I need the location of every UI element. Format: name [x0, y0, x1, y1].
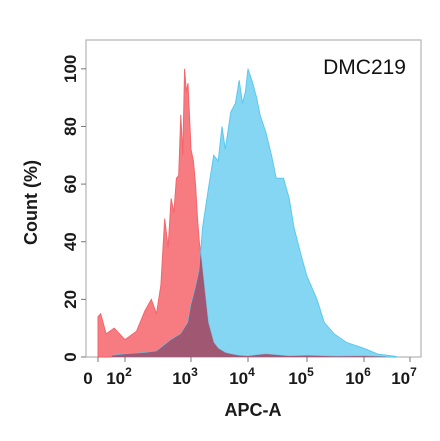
y-tick-label: 80: [61, 117, 80, 136]
x-tick-label: 105: [288, 365, 314, 388]
sample-annotation: DMC219: [323, 56, 406, 79]
y-axis-title: Count (%): [21, 160, 41, 245]
y-axis-ticks: 0 20 40 60 80 100: [61, 55, 86, 362]
x-tick-label: 102: [106, 365, 132, 388]
x-tick-label: 103: [172, 365, 198, 388]
x-tick-label: 107: [391, 365, 417, 388]
x-axis-title: APC-A: [225, 400, 282, 420]
x-tick-label: 0: [83, 369, 92, 388]
y-tick-label: 40: [61, 232, 80, 251]
y-tick-label: 100: [61, 55, 80, 83]
y-tick-label: 0: [61, 352, 80, 361]
x-tick-label: 104: [229, 365, 255, 388]
x-tick-label: 106: [345, 365, 371, 388]
series-layer: [97, 68, 397, 358]
y-tick-label: 60: [61, 175, 80, 194]
x-axis-ticks: 0 102 103 104 105 106 107: [83, 357, 417, 388]
y-tick-label: 20: [61, 290, 80, 309]
